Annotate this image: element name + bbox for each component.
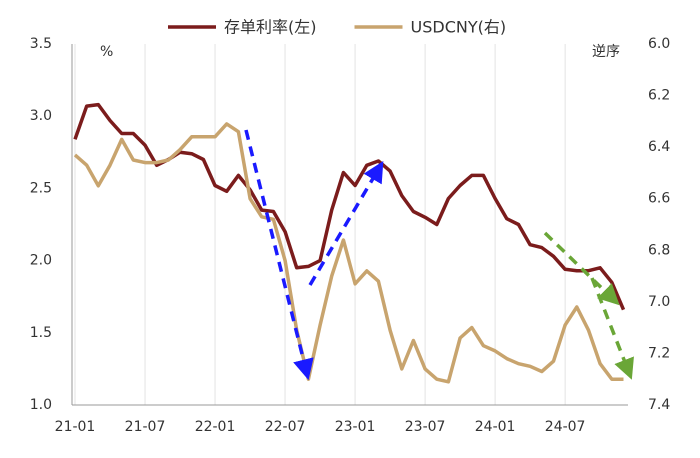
y-unit: % — [100, 44, 113, 60]
series-line — [73, 122, 624, 384]
y-tick-label: 2.5 — [30, 180, 52, 196]
y2-tick-label: 6.6 — [648, 191, 670, 207]
annotation-arrows — [244, 129, 634, 381]
x-tick-label: 21-01 — [55, 419, 96, 435]
legend-label: 存单利率(左) — [224, 18, 317, 37]
legend-label: USDCNY(右) — [411, 18, 507, 37]
series-line — [73, 102, 626, 311]
y2-tick-label: 6.8 — [648, 242, 670, 258]
x-tick-label: 24-07 — [545, 419, 586, 435]
x-tick-label: 21-07 — [125, 419, 166, 435]
y2-tick-label: 6.0 — [648, 36, 670, 52]
x-tick-label: 22-07 — [265, 419, 306, 435]
arrow — [308, 160, 384, 286]
y-tick-label: 3.0 — [30, 108, 52, 124]
arrow — [543, 231, 620, 306]
y2-tick-label: 6.2 — [648, 88, 670, 104]
y2-tick-label: 7.2 — [648, 345, 670, 361]
y-tick-label: 2.0 — [30, 253, 52, 269]
arrow — [244, 129, 314, 381]
y-tick-label: 3.5 — [30, 36, 52, 52]
y-tick-label: 1.0 — [30, 397, 52, 413]
y2-note: 逆序 — [592, 44, 620, 60]
y2-tick-label: 6.4 — [648, 139, 670, 155]
y2-tick-label: 7.4 — [648, 397, 670, 413]
x-tick-label: 23-07 — [405, 419, 446, 435]
x-tick-label: 24-01 — [475, 419, 516, 435]
x-tick-label: 23-01 — [335, 419, 376, 435]
y-tick-label: 1.5 — [30, 325, 52, 341]
x-tick-label: 22-01 — [195, 419, 236, 435]
y2-tick-label: 7.0 — [648, 294, 670, 310]
